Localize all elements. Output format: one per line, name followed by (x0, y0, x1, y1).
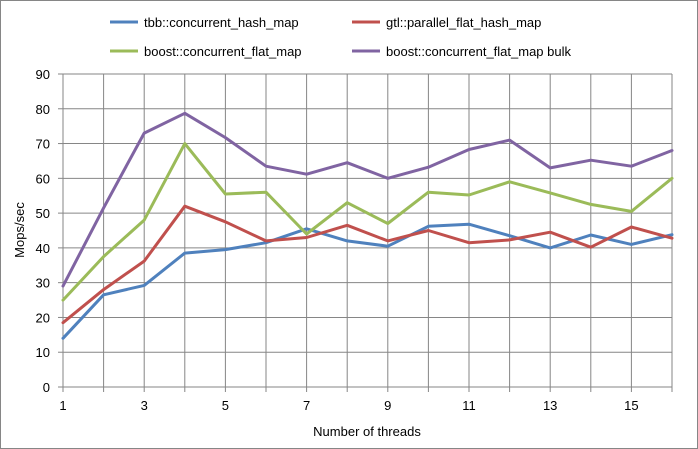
gridlines (63, 73, 673, 387)
legend-item-4: boost::concurrent_flat_map bulk (352, 44, 571, 59)
x-tick-label: 11 (462, 398, 476, 413)
y-tick-label: 30 (36, 276, 50, 291)
legend-label: boost::concurrent_flat_map (144, 44, 302, 59)
x-tick-label: 5 (222, 398, 229, 413)
x-tick-label: 7 (303, 398, 310, 413)
x-axis-title: Number of threads (313, 424, 421, 439)
series-line-4 (61, 111, 674, 288)
series-line-2 (61, 204, 674, 325)
legend: tbb::concurrent_hash_map gtl::parallel_fl… (110, 15, 571, 59)
x-tick-label: 1 (59, 398, 66, 413)
x-tick-label: 15 (624, 398, 638, 413)
y-tick-label: 50 (36, 206, 50, 221)
x-tick-label: 9 (384, 398, 391, 413)
series-line-1 (61, 222, 674, 340)
series-line-3 (61, 142, 674, 302)
y-tick-label: 90 (36, 67, 50, 82)
y-tick-label: 20 (36, 310, 50, 325)
y-axis-title: Mops/sec (12, 202, 27, 258)
legend-label: tbb::concurrent_hash_map (144, 15, 299, 30)
legend-label: boost::concurrent_flat_map bulk (386, 44, 571, 59)
legend-label: gtl::parallel_flat_hash_map (386, 15, 541, 30)
legend-item-3: boost::concurrent_flat_map (110, 44, 302, 59)
y-tick-label: 10 (36, 345, 50, 360)
x-tick-label: 13 (543, 398, 557, 413)
y-tick-label: 70 (36, 137, 50, 152)
x-tick-label: 3 (141, 398, 148, 413)
y-tick-label: 80 (36, 102, 50, 117)
y-tick-label: 40 (36, 241, 50, 256)
y-tick-label: 60 (36, 171, 50, 186)
series-lines (61, 111, 674, 340)
legend-item-2: gtl::parallel_flat_hash_map (352, 15, 541, 30)
y-tick-label: 0 (43, 380, 50, 395)
legend-item-1: tbb::concurrent_hash_map (110, 15, 299, 30)
